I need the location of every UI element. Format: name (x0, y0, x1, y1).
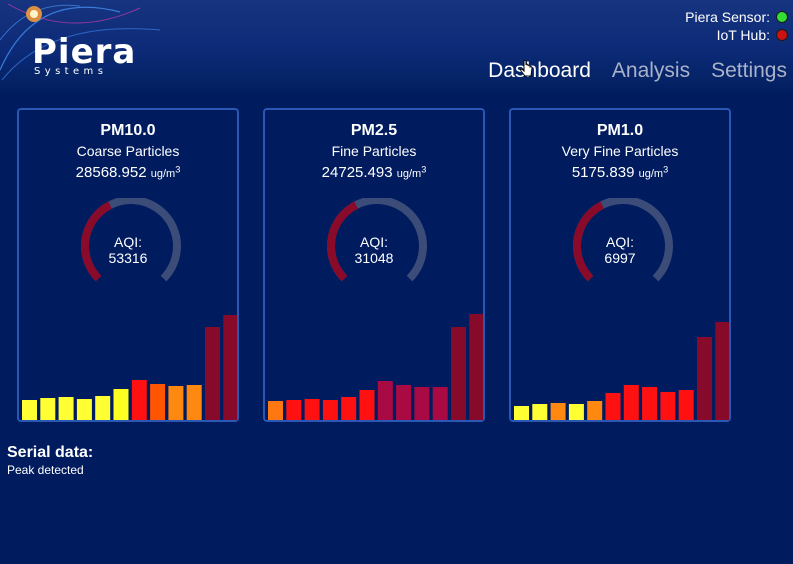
pm10-bar-1 (22, 400, 37, 420)
pm25-bar-11 (451, 327, 466, 420)
pm10-aqi-gauge (81, 198, 181, 282)
pm25-title: PM2.5 (350, 122, 398, 139)
header-bar: Piera Systems Piera Sensor: IoT Hub: Das… (0, 0, 793, 92)
pm25-concentration: 24725.493 ug/m3 (265, 164, 483, 181)
pm25-bar-12 (469, 314, 483, 420)
pm1-history-chart (514, 322, 729, 420)
pm25-value: 24725.493 (321, 164, 393, 181)
hand-pointer-cursor-icon (520, 60, 533, 77)
pm25-history-chart (268, 314, 483, 420)
pm1-value: 5175.839 (571, 164, 635, 181)
pm25-bar-4 (322, 400, 338, 420)
pm25-bar-2 (286, 400, 302, 420)
pm10-bar-7 (131, 380, 147, 420)
pm25-aqi: AQI: 31048 (265, 234, 483, 266)
pm25-bar-9 (414, 387, 430, 420)
pm1-bar-4 (568, 404, 584, 420)
pm1-unit: ug/m3 (638, 164, 669, 180)
pm1-bar-10 (678, 390, 694, 420)
pm1-card: PM1.0 Very Fine Particles 5175.839 ug/m3… (509, 108, 731, 422)
iot-hub-status: IoT Hub: (685, 26, 788, 44)
pm25-card: PM2.5 Fine Particles 24725.493 ug/m3 AQI… (263, 108, 485, 422)
pm1-gauge-fill (573, 201, 605, 282)
connection-status: Piera Sensor: IoT Hub: (685, 8, 788, 44)
pm10-bar-2 (40, 398, 56, 420)
pm10-bar-8 (150, 384, 166, 420)
logo-tagline: Systems (34, 66, 108, 77)
pm10-aqi-label: AQI: (113, 234, 142, 250)
pm1-aqi: AQI: 6997 (511, 234, 729, 266)
pm10-aqi-value: 53316 (108, 250, 148, 266)
piera-logo[interactable]: Piera Systems (0, 0, 160, 88)
pm10-bar-10 (186, 385, 202, 420)
pm25-bar-6 (359, 390, 375, 420)
pm1-aqi-label: AQI: (605, 234, 634, 250)
pm25-bar-5 (341, 397, 357, 420)
pm25-aqi-value: 31048 (354, 250, 394, 266)
sensor-status-label: Piera Sensor: (685, 9, 770, 25)
logo-orbit-graphic (0, 3, 160, 81)
pm10-subtitle: Coarse Particles (76, 143, 180, 159)
sensor-status-indicator-icon (776, 11, 788, 23)
pm1-subtitle: Very Fine Particles (561, 143, 679, 159)
iot-hub-status-label: IoT Hub: (716, 27, 770, 43)
pm25-subtitle: Fine Particles (331, 143, 417, 159)
pm25-bar-10 (432, 387, 448, 420)
pm25-aqi-gauge (327, 198, 427, 282)
pm1-bar-7 (623, 385, 639, 420)
pm1-bar-9 (660, 392, 676, 420)
pm10-history-chart (22, 315, 237, 420)
pm25-bar-3 (304, 399, 320, 420)
pm1-title: PM1.0 (596, 122, 644, 139)
pm10-bar-4 (76, 399, 92, 420)
pm10-bar-9 (168, 386, 184, 420)
pm25-unit: ug/m3 (396, 164, 427, 180)
pm1-bar-3 (550, 403, 566, 420)
pm10-unit: ug/m3 (150, 164, 181, 180)
pm10-bar-5 (95, 396, 111, 420)
pm1-bar-11 (697, 337, 712, 420)
pm10-value: 28568.952 (75, 164, 147, 181)
pm1-bar-1 (514, 406, 529, 420)
pm10-gauge-fill (81, 201, 113, 282)
pm25-bar-7 (377, 381, 393, 420)
pm1-bar-12 (715, 322, 729, 420)
main-nav: Dashboard Analysis Settings (488, 59, 787, 83)
pm1-bar-6 (605, 393, 621, 420)
pm25-aqi-label: AQI: (359, 234, 388, 250)
pm1-bar-8 (642, 387, 658, 420)
pm1-aqi-value: 6997 (604, 250, 636, 266)
pm10-bar-11 (205, 327, 220, 420)
pm10-card: PM10.0 Coarse Particles 28568.952 ug/m3 … (17, 108, 239, 422)
pm10-concentration: 28568.952 ug/m3 (19, 164, 237, 181)
pm10-bar-3 (58, 397, 74, 420)
pm10-bar-6 (113, 389, 129, 420)
pm25-bar-8 (396, 385, 412, 420)
iot-hub-status-indicator-icon (776, 29, 788, 41)
pm1-aqi-gauge (573, 198, 673, 282)
logo-wordmark: Piera (32, 32, 137, 72)
nav-dashboard[interactable]: Dashboard (488, 59, 591, 82)
pm10-aqi: AQI: 53316 (19, 234, 237, 266)
pm1-concentration: 5175.839 ug/m3 (511, 164, 729, 181)
serial-data-title: Serial data: (7, 444, 94, 461)
pm10-bar-12 (223, 315, 237, 420)
serial-data-output: Peak detected (7, 463, 84, 477)
pm10-title: PM10.0 (100, 122, 156, 139)
pm1-bar-5 (587, 401, 603, 420)
pm1-bar-2 (532, 404, 548, 420)
pm25-bar-1 (268, 401, 283, 420)
nav-analysis[interactable]: Analysis (611, 59, 691, 82)
pm25-gauge-fill (327, 201, 359, 282)
sensor-status: Piera Sensor: (685, 8, 788, 26)
nav-settings[interactable]: Settings (711, 59, 787, 82)
